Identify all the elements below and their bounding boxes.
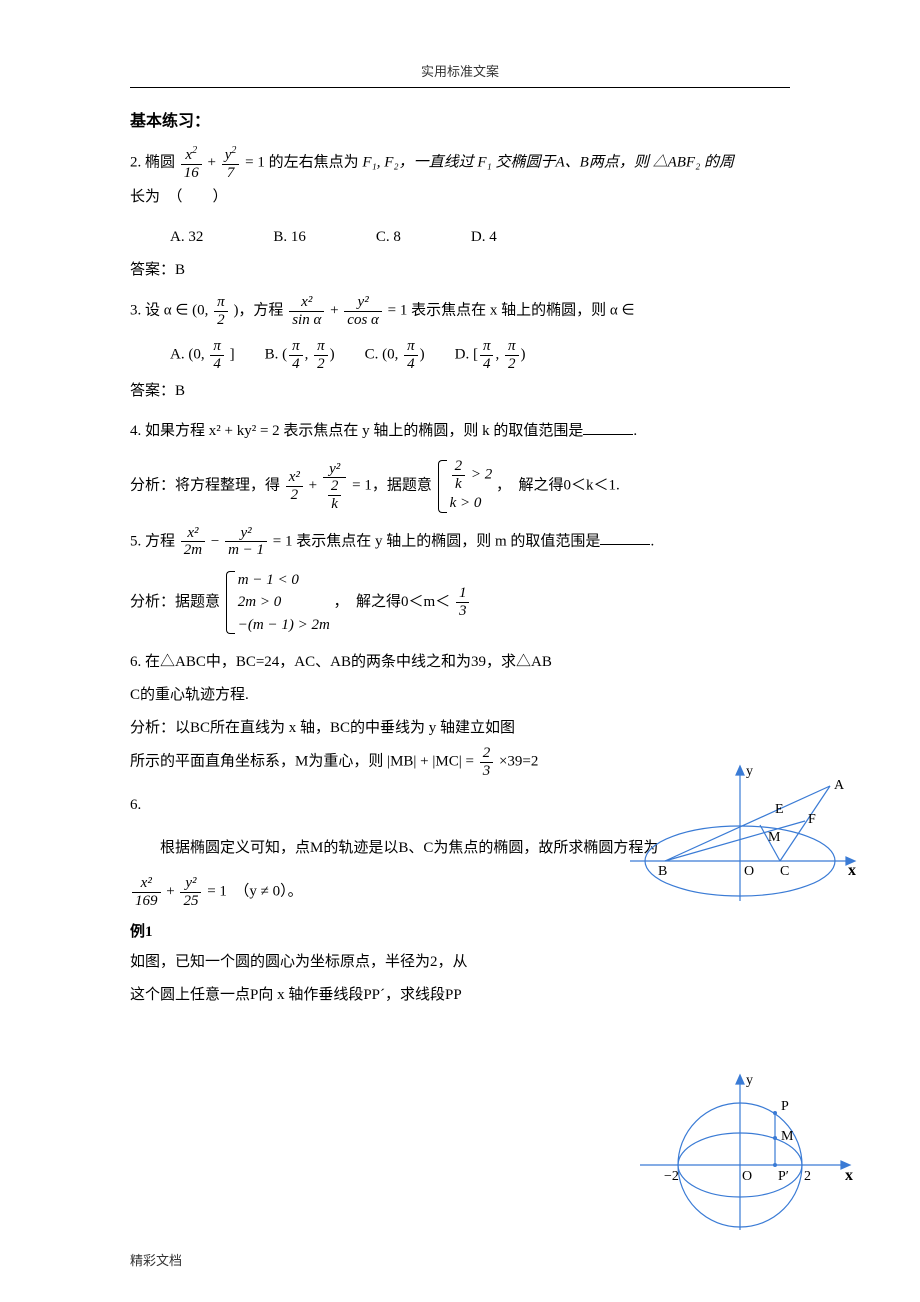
- svg-text:y: y: [746, 1073, 753, 1088]
- question-4: 4. 如果方程 x² + ky² = 2 表示焦点在 y 轴上的椭圆，则 k 的…: [130, 415, 790, 448]
- example1-title: 例1: [130, 919, 790, 946]
- question-5: 5. 方程 x²2m − y²m − 1 = 1 表示焦点在 y 轴上的椭圆，则…: [130, 525, 790, 559]
- q4-system: 2k > 2 k > 0: [436, 458, 493, 515]
- q2-text: 2. 椭圆: [130, 155, 175, 171]
- svg-text:2: 2: [804, 1169, 811, 1184]
- q2-answer: 答案：B: [130, 257, 790, 284]
- q4-analysis: 分析：将方程整理，得 x²2 + y²2k = 1，据题意 2k > 2 k >…: [130, 458, 790, 515]
- q3-answer: 答案：B: [130, 378, 790, 405]
- page-header: 实用标准文案: [130, 60, 790, 83]
- svg-text:B: B: [658, 864, 667, 879]
- q3-options: A. (0, π4 ] B. (π4, π2) C. (0, π4) D. [π…: [170, 338, 790, 372]
- q3-optD: D. [π4, π2): [455, 338, 526, 372]
- section-title: 基本练习：: [130, 108, 790, 137]
- q2-optD: D. 4: [471, 224, 497, 251]
- q2-optC: C. 8: [376, 224, 401, 251]
- question-2: 2. 椭圆 x2 16 + y2 7 = 1 的左右焦点为 F₁, F₂，一直线…: [130, 145, 790, 214]
- svg-text:P′: P′: [778, 1169, 789, 1184]
- header-rule: [130, 87, 790, 88]
- question-6: 6. 在△ABC中，BC=24，AC、AB的两条中线之和为39，求△AB C的重…: [130, 646, 790, 779]
- q2-options: A. 32 B. 16 C. 8 D. 4: [170, 224, 790, 251]
- q4-blank: [583, 421, 633, 435]
- q3-optA: A. (0, π4 ]: [170, 338, 235, 372]
- svg-text:P: P: [781, 1099, 789, 1114]
- example1-text: 如图，已知一个圆的圆心为坐标原点，半径为2，从 这个圆上任意一点P向 x 轴作垂…: [130, 946, 790, 1012]
- q2-optA: A. 32: [170, 224, 203, 251]
- page-footer: 精彩文档: [130, 1249, 182, 1272]
- q3-optB: B. (π4, π2): [265, 338, 335, 372]
- q5-analysis: 分析：据题意 m − 1 < 0 2m > 0 −(m − 1) > 2m ， …: [130, 569, 790, 637]
- q2-frac2: y2 7: [222, 145, 240, 181]
- figure-ellipse-triangle: y x A E F M B O C: [620, 761, 860, 911]
- svg-text:F: F: [808, 812, 816, 827]
- q5-system: m − 1 < 0 2m > 0 −(m − 1) > 2m: [224, 569, 330, 637]
- svg-text:M: M: [781, 1129, 794, 1144]
- svg-text:−2: −2: [664, 1169, 679, 1184]
- q5-blank: [600, 531, 650, 545]
- svg-text:E: E: [775, 802, 784, 817]
- svg-text:x: x: [845, 1167, 853, 1184]
- svg-text:x: x: [848, 862, 856, 879]
- q2-optB: B. 16: [273, 224, 306, 251]
- svg-text:C: C: [780, 864, 789, 879]
- svg-text:O: O: [744, 864, 754, 879]
- q2-frac1: x2 16: [181, 145, 202, 181]
- q3-optC: C. (0, π4): [365, 338, 425, 372]
- figure-circle-ellipse: y x P M O P′ −2 2: [620, 1070, 860, 1240]
- svg-text:y: y: [746, 764, 753, 779]
- svg-text:O: O: [742, 1169, 752, 1184]
- svg-text:A: A: [834, 778, 845, 793]
- svg-text:M: M: [768, 830, 781, 845]
- question-3: 3. 设 α ∈ (0, π2 )，方程 x²sin α + y²cos α =…: [130, 294, 790, 328]
